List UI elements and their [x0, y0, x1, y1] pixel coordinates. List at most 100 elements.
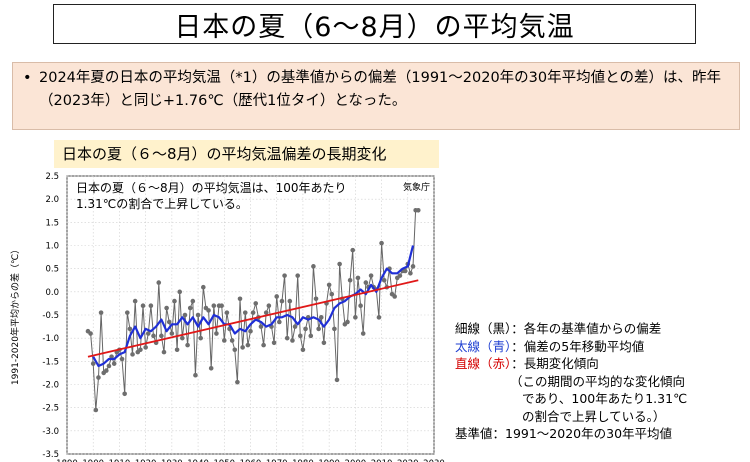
annual-anomaly-point	[169, 331, 175, 336]
series-layer	[85, 207, 421, 413]
annual-anomaly-point	[104, 368, 109, 373]
y-tick-label: 2.0	[45, 195, 59, 205]
x-tick-label: 2020	[397, 459, 419, 462]
annual-anomaly-point	[88, 331, 93, 336]
x-tick-labels: 1890 1900 1910 1920 1930 1940 1950 1960 1970 1980…	[56, 459, 445, 462]
annual-anomaly-point	[353, 315, 358, 320]
annual-anomaly-point	[182, 312, 188, 318]
y-tick-label: 1.0	[45, 242, 59, 252]
annual-anomaly-point	[376, 315, 382, 320]
x-tick-label: 1930	[161, 459, 183, 462]
annual-anomaly-point	[111, 361, 117, 366]
annual-anomaly-point	[93, 407, 99, 413]
annual-anomaly-point	[266, 303, 272, 309]
annual-anomaly-point	[298, 333, 303, 339]
legend-note-3: の割合で上昇している。）	[522, 408, 666, 424]
annual-anomaly-point	[311, 264, 316, 269]
legend-text-black: ：各年の基準値からの偏差	[511, 321, 662, 336]
legend-key-black: 細線（黒）	[455, 321, 512, 336]
annual-anomaly-point	[277, 319, 282, 325]
y-tick-label: -2.5	[42, 404, 59, 414]
annual-anomaly-point	[240, 345, 245, 350]
chart-annotation-line-2: 1.31℃の割合で上昇している。	[76, 196, 248, 211]
annual-anomaly-point	[318, 315, 324, 320]
annual-anomaly-point	[337, 261, 342, 267]
legend-key-blue: 太線（青）	[455, 338, 512, 354]
x-tick-label: 2010	[371, 459, 393, 462]
annual-anomaly-point	[250, 310, 256, 315]
annual-anomaly-point	[198, 335, 203, 341]
annual-anomaly-point	[151, 333, 156, 339]
legend-baseline: 基準値：1991～2020年の30年平均値	[455, 426, 673, 441]
annual-anomaly-point	[410, 264, 416, 269]
annual-anomaly-point	[174, 347, 180, 353]
x-tick-label: 1920	[135, 459, 157, 462]
annual-anomaly-point	[345, 319, 350, 325]
annual-anomaly-point	[122, 391, 127, 397]
y-tick-label: 1.5	[45, 218, 59, 228]
annual-anomaly-point	[381, 277, 387, 283]
annual-anomaly-point	[308, 333, 314, 339]
grid-lines	[66, 175, 435, 455]
y-tick-label: 0.5	[45, 265, 59, 275]
annual-anomaly-point	[408, 271, 413, 276]
annual-anomaly-point	[392, 294, 397, 299]
x-tick-label: 1890	[56, 459, 78, 462]
annual-anomaly-point	[130, 352, 135, 357]
annual-anomaly-point	[295, 273, 300, 278]
annual-anomaly-point	[145, 331, 151, 336]
annual-anomaly-point	[379, 240, 384, 246]
annual-anomaly-point	[258, 324, 264, 329]
legend-row-black: 細線（黒）：各年の基準値からの偏差	[455, 320, 740, 338]
annual-anomaly-point	[187, 305, 193, 311]
annual-anomaly-point	[316, 326, 321, 332]
annual-anomaly-point	[232, 347, 238, 353]
annual-anomaly-point	[355, 275, 361, 281]
y-tick-labels: -3.5 -3.0 -2.5 -2.0 -1.5 -1.0 -0.5 0.0 0.5 1.0 1.5…	[42, 172, 59, 460]
y-axis-label: 1991-2020年平均からの差（℃）	[9, 245, 21, 385]
annual-anomaly-point	[185, 342, 190, 348]
annual-anomaly-point	[261, 342, 266, 348]
y-tick-label: -1.5	[42, 357, 59, 367]
y-tick-label: -3.0	[42, 427, 59, 437]
summary-text: 2024年夏の日本の平均気温（*1）の基準値からの偏差（1991～2020年の3…	[39, 70, 721, 109]
annual-anomaly-point	[321, 340, 327, 346]
annual-anomaly-point	[177, 289, 183, 295]
annual-anomaly-point	[402, 268, 408, 274]
summary-box: • 2024年夏の日本の平均気温（*1）の基準値からの偏差（1991～2020年…	[12, 62, 740, 130]
annual-anomaly-point	[140, 303, 146, 309]
annual-anomaly-point	[329, 291, 335, 297]
annual-anomaly-point	[124, 310, 130, 315]
annual-anomaly-point	[106, 363, 112, 369]
annual-anomaly-point	[190, 298, 196, 304]
annual-anomaly-point	[415, 207, 421, 213]
x-tick-label: 2030	[423, 459, 445, 462]
annual-anomaly-point	[253, 301, 259, 306]
annual-anomaly-point	[119, 356, 125, 362]
x-tick-label: 1960	[240, 459, 262, 462]
annual-anomaly-point	[263, 310, 269, 315]
annual-anomaly-point	[161, 349, 167, 355]
annual-anomaly-point	[313, 296, 319, 302]
annual-anomaly-point	[279, 298, 285, 304]
x-tick-label: 1970	[266, 459, 288, 462]
annual-anomaly-point	[282, 273, 287, 278]
chart-annotation-line-1: 日本の夏（６～8月）の平均気温は、100年あたり	[76, 180, 347, 195]
annual-anomaly-point	[326, 282, 332, 288]
annual-anomaly-point	[292, 324, 298, 329]
annual-anomaly-point	[211, 303, 217, 309]
annual-anomaly-point	[159, 333, 164, 339]
legend-key-red: 直線（赤）	[455, 356, 512, 371]
annual-anomaly-point	[287, 298, 293, 304]
legend-note-2: であり、100年あたり1.31℃	[522, 391, 688, 406]
annual-anomaly-point	[229, 338, 235, 343]
source-label: 気象庁	[403, 181, 430, 193]
annual-anomaly-point	[242, 310, 248, 315]
annual-anomaly-point	[397, 273, 403, 278]
annual-anomaly-point	[201, 284, 206, 290]
x-tick-label: 2000	[345, 459, 367, 462]
legend-row-red: 直線（赤）：長期変化傾向	[455, 355, 740, 373]
y-tick-label: -3.5	[42, 450, 59, 460]
annual-anomaly-point	[300, 347, 306, 353]
trend-line	[87, 279, 419, 358]
